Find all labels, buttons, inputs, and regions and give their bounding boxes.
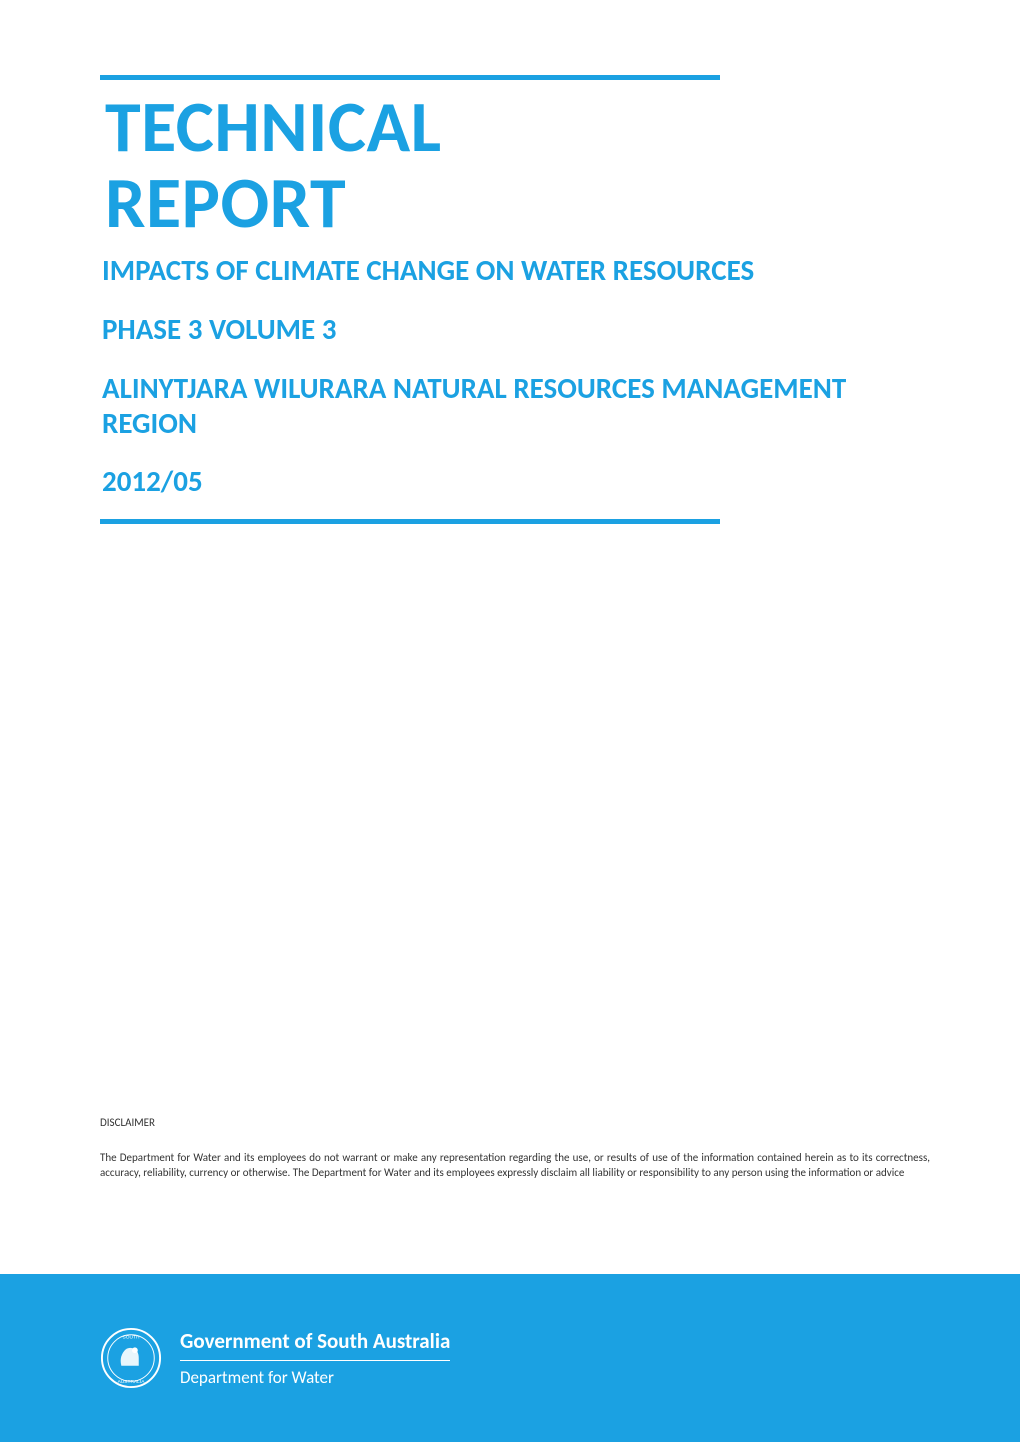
- document-page: TECHNICAL REPORT IMPACTS OF CLIMATE CHAN…: [0, 0, 1020, 1442]
- title-line-2: REPORT: [105, 159, 346, 247]
- report-main-title: TECHNICAL REPORT: [105, 90, 930, 241]
- subtitle-date-code: 2012/05: [102, 464, 930, 499]
- government-logo-lockup: SOUTH AUSTRALIA Government of South Aust…: [100, 1327, 450, 1389]
- top-horizontal-rule: [100, 75, 720, 80]
- svg-text:AUSTRALIA: AUSTRALIA: [118, 1379, 146, 1385]
- svg-text:SOUTH: SOUTH: [123, 1335, 140, 1341]
- footer-band: SOUTH AUSTRALIA Government of South Aust…: [0, 1274, 1020, 1442]
- government-title: Government of South Australia: [180, 1328, 450, 1361]
- disclaimer-body-text: The Department for Water and its employe…: [100, 1151, 930, 1181]
- government-text-block: Government of South Australia Department…: [180, 1328, 450, 1388]
- mid-horizontal-rule: [100, 519, 720, 524]
- disclaimer-heading: DISCLAIMER: [100, 1116, 930, 1129]
- subtitle-region: ALINYTJARA WILURARA NATURAL RESOURCES MA…: [102, 371, 930, 441]
- department-name: Department for Water: [180, 1365, 450, 1388]
- south-australia-seal-icon: SOUTH AUSTRALIA: [100, 1327, 162, 1389]
- subtitle-impacts: IMPACTS OF CLIMATE CHANGE ON WATER RESOU…: [102, 253, 930, 288]
- subtitle-phase-volume: PHASE 3 VOLUME 3: [102, 312, 930, 347]
- disclaimer-section: DISCLAIMER The Department for Water and …: [100, 1116, 930, 1181]
